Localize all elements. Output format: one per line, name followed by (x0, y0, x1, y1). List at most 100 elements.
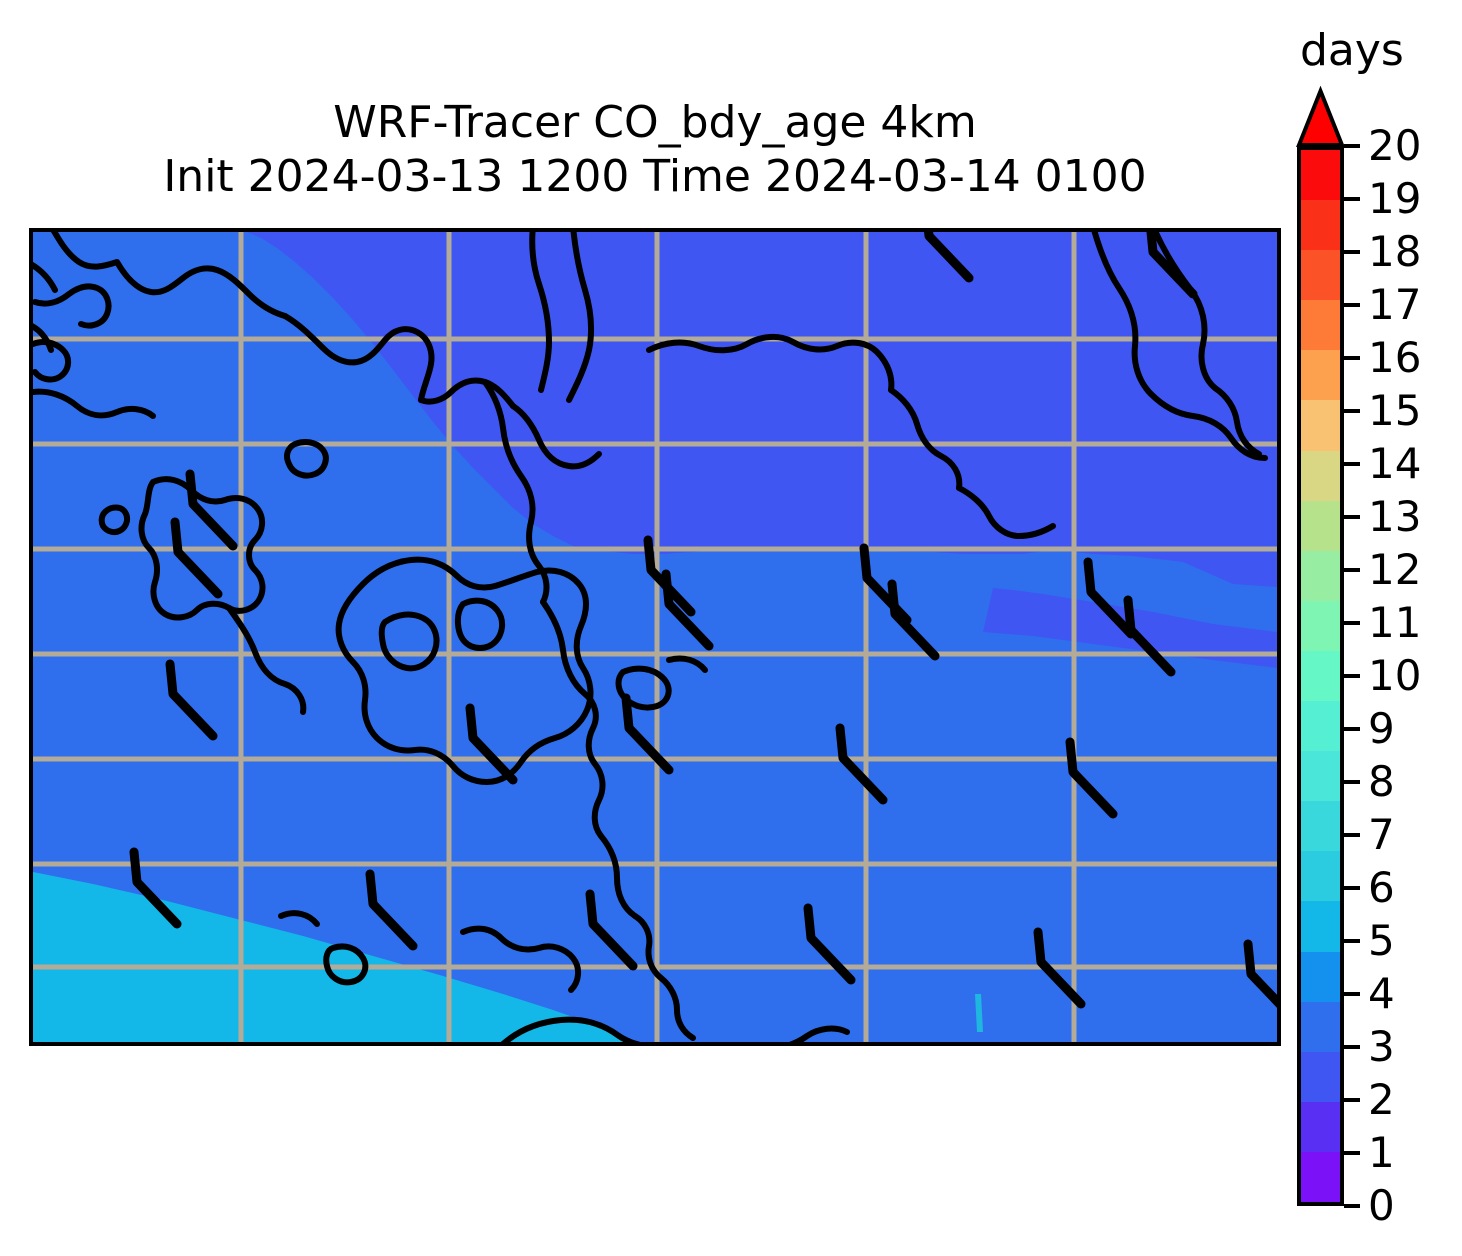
colorbar-band (1301, 200, 1340, 251)
wind-barb (835, 723, 888, 805)
coastline-island-arc-1 (510, 403, 602, 470)
page-title: WRF-Tracer CO_bdy_age 4km Init 2024-03-1… (29, 96, 1281, 203)
colorbar-tick-mark (1344, 250, 1360, 254)
wind-barb (621, 693, 674, 775)
colorbar-band (1301, 851, 1340, 902)
wind-barb (1083, 557, 1136, 639)
coastline-west-chain (138, 476, 266, 621)
colorbar-band (1301, 150, 1340, 201)
coastline-strait-east (566, 232, 595, 403)
colorbar-band (1301, 250, 1340, 301)
colorbar-tick-mark (1344, 356, 1360, 360)
colorbar-tick-label: 8 (1368, 757, 1395, 806)
colorbar-band (1301, 550, 1340, 601)
colorbar-tick-mark (1344, 674, 1360, 678)
colorbar-tick-label: 2 (1368, 1075, 1395, 1124)
colorbar-tick-label: 15 (1368, 386, 1422, 435)
colorbar-tick-mark (1344, 1151, 1360, 1155)
colorbar-tick-mark (1344, 409, 1360, 413)
colorbar-tick-mark (1344, 1045, 1360, 1049)
contour-band-2-3 (247, 232, 1277, 587)
colorbar-gradient-bands[interactable] (1297, 146, 1344, 1206)
colorbar-tick-label: 16 (1368, 333, 1422, 382)
wind-barb (1065, 737, 1118, 819)
coastline-edge-left-2 (33, 323, 54, 353)
wind-barb (129, 847, 182, 929)
coastline-bottom-island (500, 1016, 642, 1042)
colorbar-band (1301, 300, 1340, 351)
title-line-1: WRF-Tracer CO_bdy_age 4km (333, 97, 977, 148)
coastline-island-mid-1 (615, 665, 672, 711)
wind-barb (1243, 939, 1277, 1008)
colorbar-tick-mark (1344, 886, 1360, 890)
coastline-ne-landmass (646, 334, 895, 393)
colorbar-tick-mark (1344, 833, 1360, 837)
colorbar-tick-label: 12 (1368, 545, 1422, 594)
wind-barb (365, 869, 418, 951)
colorbar-band (1301, 450, 1340, 501)
colorbar-tick-label: 4 (1368, 969, 1395, 1018)
colorbar-tick-mark (1344, 992, 1360, 996)
colorbar-tick-label: 19 (1368, 174, 1422, 223)
colorbar-band (1301, 1151, 1340, 1202)
coastline-nw-inlet (33, 283, 112, 329)
colorbar-band (1301, 801, 1340, 852)
colorbar-tick-label: 10 (1368, 651, 1422, 700)
colorbar-tick-mark (1344, 727, 1360, 731)
colorbar-tick-label: 6 (1368, 863, 1395, 912)
wind-barb (924, 232, 974, 283)
coastline-upper-center-main (282, 313, 435, 403)
coastline-nw-shore (33, 388, 156, 419)
colorbar-extend-max-arrow (1296, 85, 1345, 147)
colorbar-tick-label: 18 (1368, 227, 1422, 276)
wind-barb (1146, 232, 1198, 299)
colorbar-tick-label: 14 (1368, 439, 1422, 488)
wind-barb (1123, 595, 1176, 677)
map-plot-axes (29, 228, 1281, 1046)
colorbar-tick-label: 7 (1368, 810, 1395, 859)
colorbar-tick-label: 5 (1368, 916, 1395, 965)
colorbar-tick-mark (1344, 1204, 1360, 1208)
coastline-south-peninsula (460, 925, 581, 993)
coastline-upper-center-branch (418, 377, 516, 409)
coastline-ne-landmass-3 (956, 485, 1056, 539)
coastline-nw-mainland (50, 232, 288, 319)
colorbar-tick-mark (1344, 939, 1360, 943)
colorbar-tick-mark (1344, 568, 1360, 572)
coastline-central-landmass (335, 556, 594, 785)
coastline-edge-left-1 (33, 261, 58, 293)
coastline-bottom-island-2 (789, 1025, 850, 1042)
map-coastlines (33, 232, 1268, 1042)
wind-barb (643, 535, 696, 617)
coastline-east-chain-2 (540, 599, 606, 839)
coastline-ne-strait-a (1091, 232, 1154, 397)
wind-barb (585, 889, 638, 971)
coastline-east-chain-3 (598, 833, 696, 1041)
colorbar-band (1301, 650, 1340, 702)
wind-barb (465, 703, 518, 785)
wind-barb (170, 517, 223, 599)
wind-barbs (129, 232, 1277, 1009)
colorbar-band (1301, 350, 1340, 401)
coastline-east-chain (482, 379, 550, 605)
colorbar-band (1301, 1101, 1340, 1152)
colorbar-band (1301, 1051, 1340, 1102)
colorbar-tick-mark (1344, 197, 1360, 201)
coastline-strait-west (529, 232, 552, 393)
colorbar-band (1301, 951, 1340, 1002)
colorbar-band (1301, 500, 1340, 551)
colorbar-tick-label: 1 (1368, 1128, 1395, 1177)
colorbar[interactable]: 20 19 18 17 16 15 14 13 12 11 10 9 8 7 6 5 4 3 2 1 0 (1296, 85, 1421, 1227)
coastline-central-inner-a (378, 611, 440, 672)
coastline-dot-island (98, 504, 131, 536)
colorbar-tick-label: 11 (1368, 598, 1422, 647)
colorbar-tick-label: 17 (1368, 280, 1422, 329)
colorbar-tick-label: 3 (1368, 1022, 1395, 1071)
coastline-ne-landmass-2 (888, 387, 963, 491)
coastline-island-mid-2 (666, 655, 708, 673)
map-contour-canvas (33, 232, 1277, 1042)
wind-barb (185, 469, 238, 551)
coastline-island-south-1 (323, 943, 369, 986)
coastline-island-small-a (284, 439, 329, 479)
colorbar-band (1301, 901, 1340, 952)
